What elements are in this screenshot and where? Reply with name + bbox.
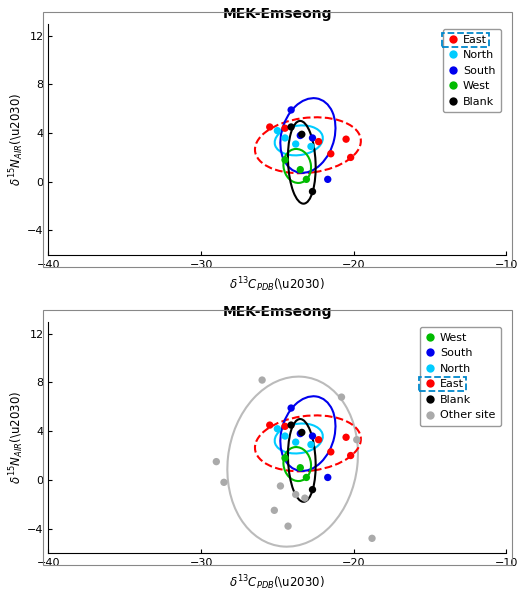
Point bbox=[266, 420, 274, 430]
Point bbox=[296, 429, 304, 438]
Point bbox=[368, 534, 376, 543]
X-axis label: $\delta^{13}C_{PDB}$(\u2030): $\delta^{13}C_{PDB}$(\u2030) bbox=[229, 573, 326, 592]
Point bbox=[296, 463, 304, 473]
Point bbox=[276, 481, 285, 491]
Point bbox=[298, 129, 306, 139]
Point bbox=[308, 485, 317, 494]
Point bbox=[323, 473, 332, 482]
Legend: West, South, North, East, Blank, Other site: West, South, North, East, Blank, Other s… bbox=[420, 327, 501, 426]
Point bbox=[287, 105, 296, 115]
Title: MEK-Emseong: MEK-Emseong bbox=[223, 7, 332, 21]
Point bbox=[212, 457, 220, 467]
Point bbox=[342, 432, 350, 442]
Point bbox=[281, 133, 289, 143]
Point bbox=[220, 477, 228, 487]
Point bbox=[314, 435, 323, 444]
Point bbox=[291, 437, 300, 447]
Point bbox=[270, 506, 279, 515]
Point bbox=[273, 126, 281, 135]
X-axis label: $\delta^{13}C_{PDB}$(\u2030): $\delta^{13}C_{PDB}$(\u2030) bbox=[229, 276, 326, 294]
Point bbox=[353, 435, 361, 444]
Legend: East, North, South, West, Blank: East, North, South, West, Blank bbox=[443, 29, 501, 113]
Point bbox=[287, 420, 296, 430]
Point bbox=[342, 134, 350, 144]
Point bbox=[307, 440, 315, 449]
Point bbox=[281, 123, 289, 133]
Point bbox=[291, 490, 300, 500]
Y-axis label: $\delta^{15}N_{AIR}$(\u2030): $\delta^{15}N_{AIR}$(\u2030) bbox=[7, 92, 26, 186]
Point bbox=[327, 447, 335, 456]
Point bbox=[337, 392, 345, 402]
Point bbox=[323, 174, 332, 184]
Point bbox=[258, 375, 266, 385]
Point bbox=[308, 187, 317, 196]
Point bbox=[308, 133, 317, 143]
Point bbox=[287, 122, 296, 132]
Point bbox=[346, 153, 355, 162]
Point bbox=[273, 424, 281, 434]
Point bbox=[301, 494, 309, 503]
Point bbox=[281, 155, 289, 165]
Point bbox=[302, 473, 311, 482]
Point bbox=[281, 453, 289, 463]
Point bbox=[291, 139, 300, 149]
Point bbox=[281, 431, 289, 441]
Title: MEK-Emseong: MEK-Emseong bbox=[223, 305, 332, 319]
Point bbox=[296, 165, 304, 174]
Point bbox=[284, 521, 292, 531]
Point bbox=[308, 431, 317, 441]
Point bbox=[314, 137, 323, 146]
Point bbox=[302, 174, 311, 184]
Point bbox=[296, 131, 304, 140]
Point bbox=[266, 122, 274, 132]
Point bbox=[287, 403, 296, 413]
Point bbox=[281, 422, 289, 431]
Point bbox=[327, 149, 335, 159]
Y-axis label: $\delta^{15}N_{AIR}$(\u2030): $\delta^{15}N_{AIR}$(\u2030) bbox=[7, 391, 26, 484]
Point bbox=[346, 450, 355, 460]
Point bbox=[298, 428, 306, 437]
Point bbox=[307, 142, 315, 152]
